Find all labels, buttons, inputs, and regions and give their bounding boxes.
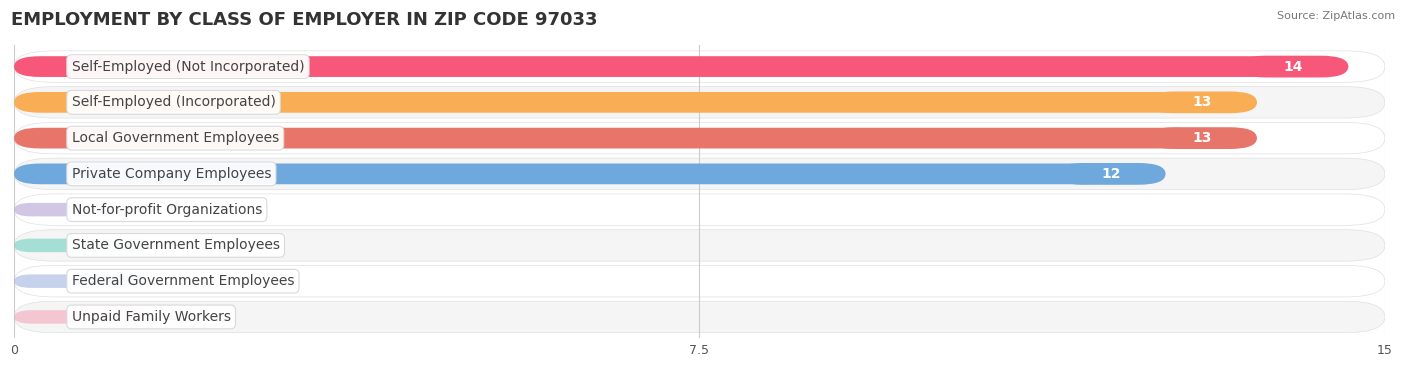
Text: 14: 14 <box>1284 59 1303 74</box>
Text: 0: 0 <box>170 239 177 252</box>
FancyBboxPatch shape <box>14 122 1385 154</box>
FancyBboxPatch shape <box>1147 91 1257 113</box>
Text: EMPLOYMENT BY CLASS OF EMPLOYER IN ZIP CODE 97033: EMPLOYMENT BY CLASS OF EMPLOYER IN ZIP C… <box>11 11 598 29</box>
Text: Source: ZipAtlas.com: Source: ZipAtlas.com <box>1277 11 1395 21</box>
Text: 13: 13 <box>1192 96 1212 109</box>
FancyBboxPatch shape <box>14 194 1385 225</box>
FancyBboxPatch shape <box>14 203 152 216</box>
Text: Federal Government Employees: Federal Government Employees <box>72 274 294 288</box>
Text: State Government Employees: State Government Employees <box>72 238 280 252</box>
Text: 0: 0 <box>170 311 177 323</box>
Text: Self-Employed (Incorporated): Self-Employed (Incorporated) <box>72 96 276 109</box>
FancyBboxPatch shape <box>14 92 1202 113</box>
FancyBboxPatch shape <box>14 239 152 252</box>
Text: 0: 0 <box>170 275 177 288</box>
FancyBboxPatch shape <box>14 310 152 324</box>
FancyBboxPatch shape <box>14 158 1385 190</box>
Text: 12: 12 <box>1101 167 1121 181</box>
Text: Not-for-profit Organizations: Not-for-profit Organizations <box>72 203 262 217</box>
FancyBboxPatch shape <box>14 86 1385 118</box>
Text: 0: 0 <box>170 203 177 216</box>
FancyBboxPatch shape <box>14 51 1385 82</box>
FancyBboxPatch shape <box>1056 163 1166 185</box>
FancyBboxPatch shape <box>14 301 1385 333</box>
FancyBboxPatch shape <box>14 230 1385 261</box>
FancyBboxPatch shape <box>14 56 1294 77</box>
Text: Self-Employed (Not Incorporated): Self-Employed (Not Incorporated) <box>72 59 304 74</box>
FancyBboxPatch shape <box>14 265 1385 297</box>
FancyBboxPatch shape <box>14 164 1111 184</box>
FancyBboxPatch shape <box>14 274 152 288</box>
FancyBboxPatch shape <box>14 128 1202 149</box>
FancyBboxPatch shape <box>1147 127 1257 149</box>
FancyBboxPatch shape <box>1239 56 1348 77</box>
Text: Private Company Employees: Private Company Employees <box>72 167 271 181</box>
Text: Local Government Employees: Local Government Employees <box>72 131 278 145</box>
Text: 13: 13 <box>1192 131 1212 145</box>
Text: Unpaid Family Workers: Unpaid Family Workers <box>72 310 231 324</box>
